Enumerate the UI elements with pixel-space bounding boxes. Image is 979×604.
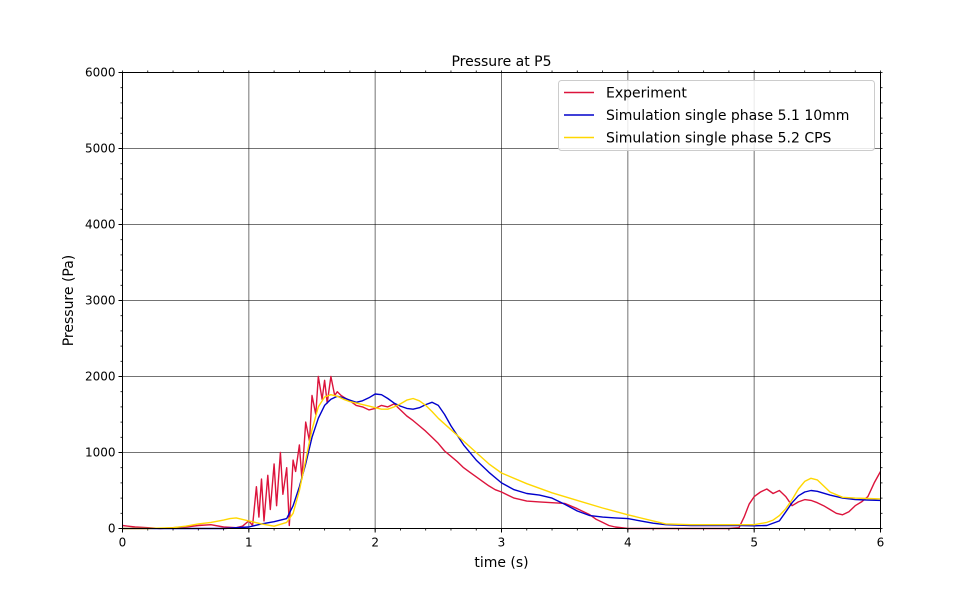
x-tick-label: 0 [119, 536, 127, 550]
x-axis-label: time (s) [474, 555, 528, 571]
legend-label-1: Experiment [606, 86, 687, 102]
y-tick-label: 4000 [85, 218, 116, 232]
x-tick-label: 3 [498, 536, 506, 550]
x-tick-label: 5 [750, 536, 758, 550]
y-axis-label: Pressure (Pa) [61, 255, 77, 347]
y-tick-label: 6000 [85, 66, 116, 80]
y-tick-label: 1000 [85, 446, 116, 460]
x-tick-label: 6 [877, 536, 885, 550]
series-line-3 [122, 394, 881, 530]
y-tick-label: 0 [108, 522, 116, 536]
series-layer [122, 375, 882, 530]
y-tick-labels: 0 1000 2000 3000 4000 5000 6000 [85, 66, 123, 536]
x-tick-labels: 0 1 2 3 4 5 6 [119, 528, 885, 550]
series-line-1 [122, 375, 882, 530]
x-tick-label: 2 [371, 536, 379, 550]
series-line-2 [122, 393, 881, 530]
chart-title: Pressure at P5 [451, 54, 551, 70]
y-tick-label: 2000 [85, 370, 116, 384]
legend: Experiment Simulation single phase 5.1 10… [558, 80, 875, 151]
y-tick-label: 5000 [85, 142, 116, 156]
legend-label-2: Simulation single phase 5.1 10mm [606, 108, 849, 124]
legend-label-3: Simulation single phase 5.2 CPS [606, 131, 832, 147]
y-tick-label: 3000 [85, 294, 116, 308]
legend-box [558, 80, 875, 151]
x-tick-label: 4 [624, 536, 632, 550]
x-tick-label: 1 [245, 536, 253, 550]
